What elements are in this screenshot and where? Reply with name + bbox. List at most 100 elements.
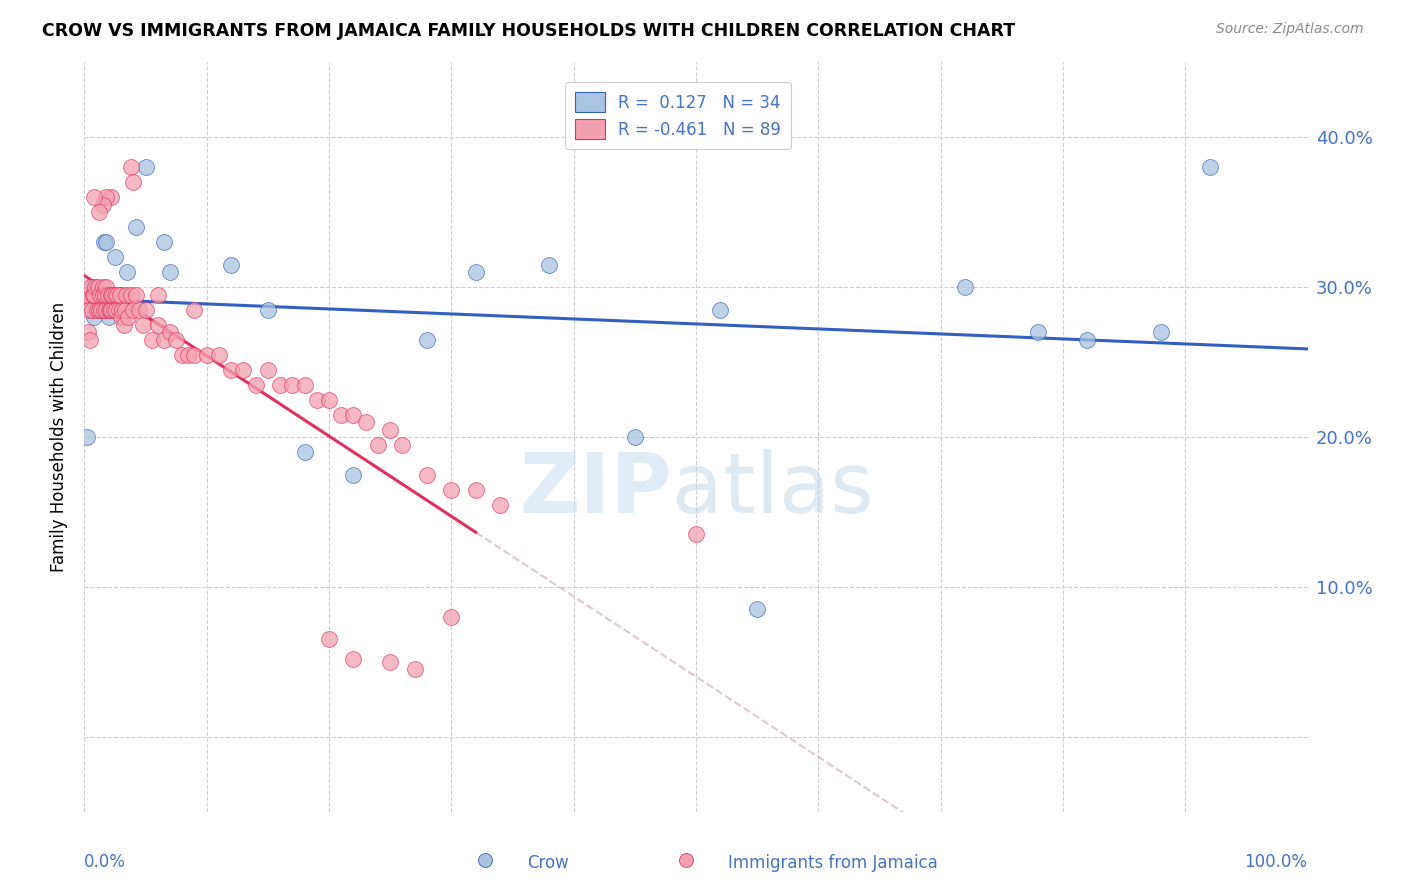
Point bbox=[100, 190, 122, 204]
Point bbox=[208, 348, 231, 362]
Point bbox=[110, 287, 132, 301]
Point bbox=[342, 408, 364, 422]
Point bbox=[281, 377, 304, 392]
Point bbox=[153, 333, 176, 347]
Point bbox=[416, 333, 439, 347]
Text: 100.0%: 100.0% bbox=[1244, 853, 1308, 871]
Point bbox=[257, 362, 280, 376]
Point bbox=[1076, 333, 1098, 347]
Point bbox=[77, 302, 100, 317]
Point bbox=[219, 362, 242, 376]
Point bbox=[90, 287, 112, 301]
Point bbox=[120, 287, 142, 301]
Point bbox=[115, 287, 138, 301]
Point bbox=[474, 853, 496, 867]
Point bbox=[125, 287, 148, 301]
Point bbox=[122, 302, 145, 317]
Point bbox=[183, 348, 205, 362]
Point bbox=[103, 302, 125, 317]
Point bbox=[146, 318, 169, 332]
Point bbox=[464, 265, 486, 279]
Text: CROW VS IMMIGRANTS FROM JAMAICA FAMILY HOUSEHOLDS WITH CHILDREN CORRELATION CHAR: CROW VS IMMIGRANTS FROM JAMAICA FAMILY H… bbox=[42, 22, 1015, 40]
Point bbox=[624, 430, 647, 444]
Point bbox=[87, 302, 110, 317]
Point bbox=[318, 392, 340, 407]
Point bbox=[104, 250, 127, 264]
Point bbox=[380, 423, 402, 437]
Point bbox=[112, 318, 135, 332]
Point bbox=[108, 287, 131, 301]
Point bbox=[342, 467, 364, 482]
Point bbox=[122, 175, 145, 189]
Point bbox=[93, 302, 115, 317]
Point bbox=[183, 302, 205, 317]
Point bbox=[105, 302, 128, 317]
Point bbox=[416, 467, 439, 482]
Point bbox=[111, 302, 134, 317]
Point bbox=[440, 483, 463, 497]
Point bbox=[87, 205, 110, 219]
Text: atlas: atlas bbox=[672, 449, 873, 530]
Point bbox=[100, 287, 122, 301]
Point bbox=[165, 333, 187, 347]
Point bbox=[219, 258, 242, 272]
Point bbox=[89, 287, 111, 301]
Point bbox=[120, 161, 142, 175]
Point bbox=[232, 362, 254, 376]
Point bbox=[91, 287, 114, 301]
Y-axis label: Family Households with Children: Family Households with Children bbox=[51, 302, 69, 572]
Point bbox=[91, 280, 114, 294]
Point bbox=[83, 190, 105, 204]
Point bbox=[330, 408, 353, 422]
Point bbox=[107, 302, 129, 317]
Point bbox=[159, 325, 181, 339]
Point bbox=[100, 302, 122, 317]
Point bbox=[153, 235, 176, 250]
Point bbox=[83, 310, 105, 325]
Point bbox=[172, 348, 194, 362]
Point bbox=[76, 287, 98, 301]
Point bbox=[79, 280, 101, 294]
Point bbox=[675, 853, 697, 867]
Point bbox=[80, 280, 103, 294]
Point bbox=[489, 498, 512, 512]
Point bbox=[159, 265, 181, 279]
Point bbox=[79, 287, 101, 301]
Point bbox=[128, 302, 150, 317]
Point bbox=[76, 430, 98, 444]
Text: ZIP: ZIP bbox=[519, 449, 672, 530]
Point bbox=[747, 602, 769, 616]
Point bbox=[77, 325, 100, 339]
Point bbox=[75, 287, 97, 301]
Point bbox=[1150, 325, 1173, 339]
Point bbox=[87, 280, 110, 294]
Point bbox=[87, 287, 110, 301]
Point bbox=[391, 437, 413, 451]
Legend: R =  0.127   N = 34, R = -0.461   N = 89: R = 0.127 N = 34, R = -0.461 N = 89 bbox=[565, 82, 790, 149]
Point bbox=[464, 483, 486, 497]
Point bbox=[91, 198, 114, 212]
Point bbox=[114, 302, 136, 317]
Point bbox=[380, 655, 402, 669]
Point bbox=[685, 527, 707, 541]
Point bbox=[98, 302, 121, 317]
Point bbox=[318, 632, 340, 647]
Point bbox=[125, 220, 148, 235]
Point bbox=[96, 302, 118, 317]
Point bbox=[82, 287, 104, 301]
Point bbox=[112, 302, 135, 317]
Point bbox=[132, 318, 155, 332]
Point bbox=[101, 287, 124, 301]
Point bbox=[269, 377, 291, 392]
Point bbox=[354, 415, 377, 429]
Point bbox=[1028, 325, 1050, 339]
Point bbox=[105, 287, 128, 301]
Point bbox=[294, 445, 316, 459]
Point bbox=[84, 280, 107, 294]
Point bbox=[96, 190, 118, 204]
Text: 0.0%: 0.0% bbox=[84, 853, 127, 871]
Point bbox=[96, 280, 118, 294]
Point bbox=[709, 302, 731, 317]
Point bbox=[94, 287, 117, 301]
Point bbox=[440, 610, 463, 624]
